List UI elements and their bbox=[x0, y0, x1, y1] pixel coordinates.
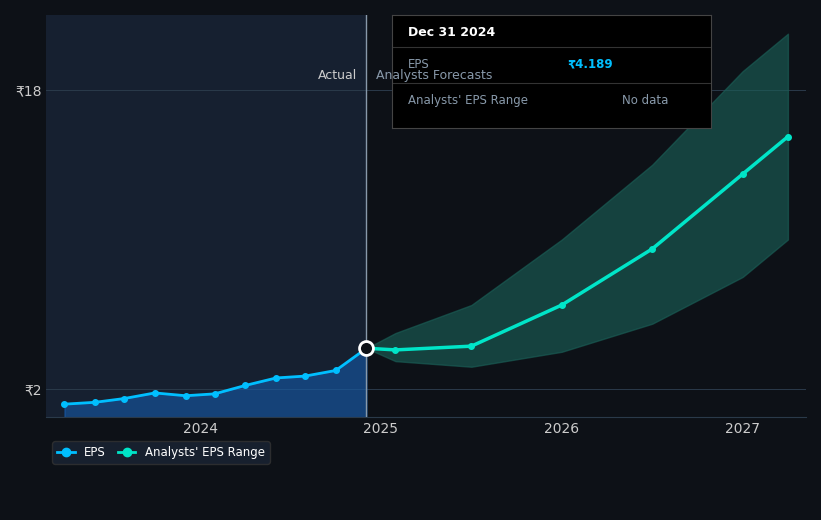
Legend: EPS, Analysts' EPS Range: EPS, Analysts' EPS Range bbox=[53, 441, 269, 464]
Text: Analysts Forecasts: Analysts Forecasts bbox=[375, 69, 492, 82]
Bar bbox=[46, 15, 366, 417]
Text: Actual: Actual bbox=[319, 69, 357, 82]
